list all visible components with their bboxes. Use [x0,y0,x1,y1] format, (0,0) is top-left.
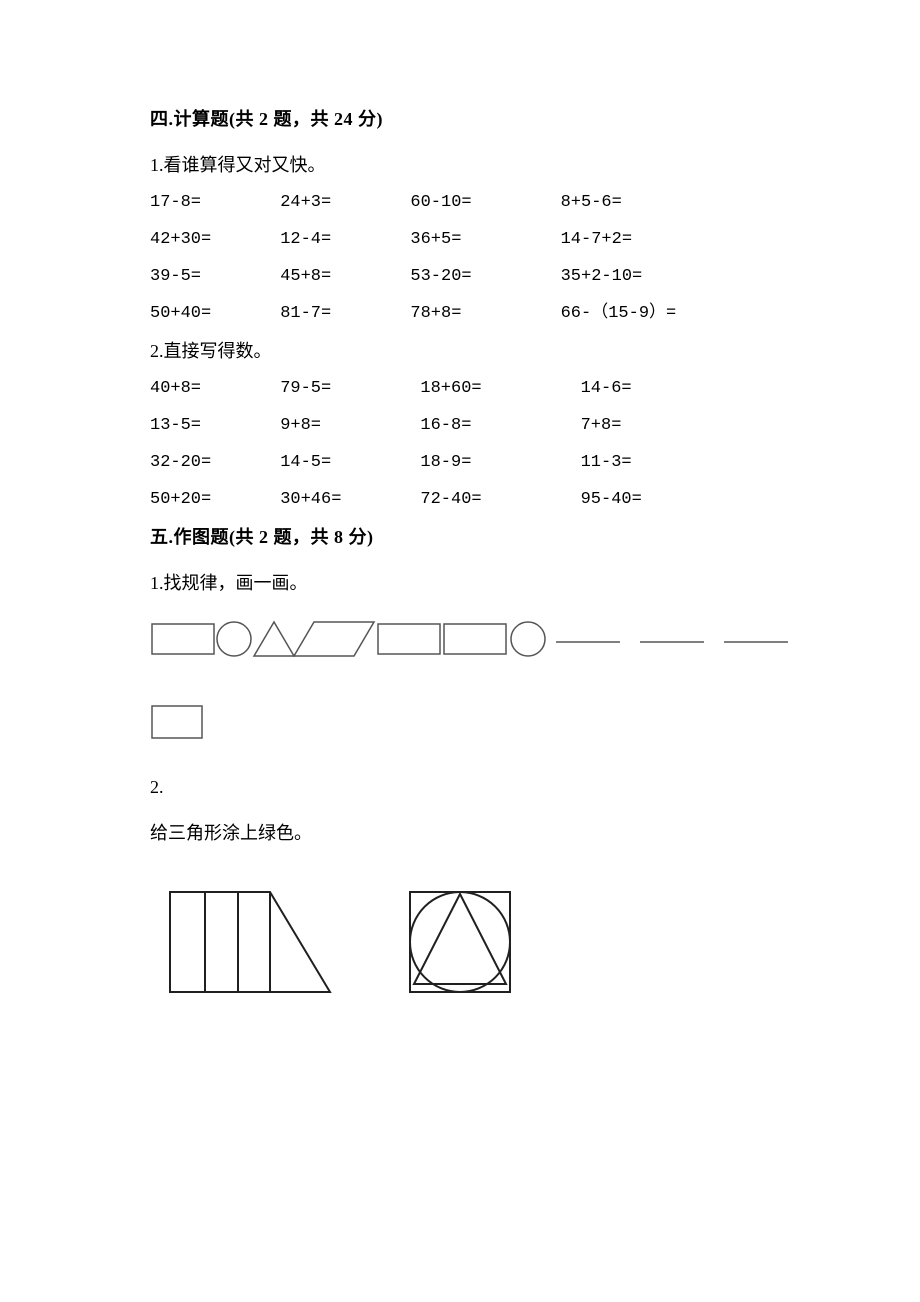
eq-cell: 39-5= [150,268,270,285]
section5-q2-instruction: 给三角形涂上绿色。 [150,824,770,842]
eq-cell: 66-（15-9）= [561,305,741,322]
s4-q1-row0: 17-8= 24+3= 60-10= 8+5-6= [150,194,770,211]
eq-cell: 45+8= [280,268,400,285]
eq-cell: 14-6= [581,380,701,397]
eq-cell: 30+46= [280,491,410,508]
eq-cell: 14-7+2= [561,231,741,248]
s4-q2-row2: 32-20= 14-5= 18-9= 11-3= [150,454,770,471]
pattern-shapes-row [150,612,770,670]
eq-cell: 7+8= [581,417,701,434]
eq-cell: 35+2-10= [561,268,741,285]
s4-q2-row0: 40+8= 79-5= 18+60= 14-6= [150,380,770,397]
eq-cell: 50+40= [150,305,270,322]
eq-cell: 18-9= [420,454,570,471]
eq-cell: 32-20= [150,454,270,471]
section4-q1-label: 1.看谁算得又对又快。 [150,156,770,174]
eq-cell: 40+8= [150,380,270,397]
eq-cell: 42+30= [150,231,270,248]
figure-shapes-q2 [150,872,770,1015]
section5-q1-label: 1.找规律，画一画。 [150,574,770,592]
eq-cell: 50+20= [150,491,270,508]
eq-cell: 18+60= [420,380,570,397]
s4-q1-row2: 39-5= 45+8= 53-20= 35+2-10= [150,268,770,285]
eq-cell: 13-5= [150,417,270,434]
eq-cell: 17-8= [150,194,270,211]
s4-q2-row3: 50+20= 30+46= 72-40= 95-40= [150,491,770,508]
eq-cell: 72-40= [420,491,570,508]
eq-cell: 53-20= [410,268,550,285]
eq-cell: 11-3= [581,454,701,471]
eq-cell: 81-7= [280,305,400,322]
eq-cell: 9+8= [280,417,410,434]
section5-heading: 五.作图题(共 2 题，共 8 分) [150,528,770,546]
section4-q2-label: 2.直接写得数。 [150,342,770,360]
eq-cell: 95-40= [581,491,701,508]
pattern-second-row [150,700,770,748]
eq-cell: 79-5= [280,380,410,397]
s4-q2-row1: 13-5= 9+8= 16-8= 7+8= [150,417,770,434]
eq-cell: 60-10= [410,194,550,211]
s4-q1-row1: 42+30= 12-4= 36+5= 14-7+2= [150,231,770,248]
s4-q1-row3: 50+40= 81-7= 78+8= 66-（15-9）= [150,305,770,322]
section5-q2-label: 2. [150,778,770,796]
eq-cell: 12-4= [280,231,400,248]
eq-cell: 78+8= [410,305,550,322]
eq-cell: 16-8= [420,417,570,434]
eq-cell: 24+3= [280,194,400,211]
eq-cell: 8+5-6= [561,194,741,211]
section4-heading: 四.计算题(共 2 题，共 24 分) [150,110,770,128]
eq-cell: 14-5= [280,454,410,471]
eq-cell: 36+5= [410,231,550,248]
